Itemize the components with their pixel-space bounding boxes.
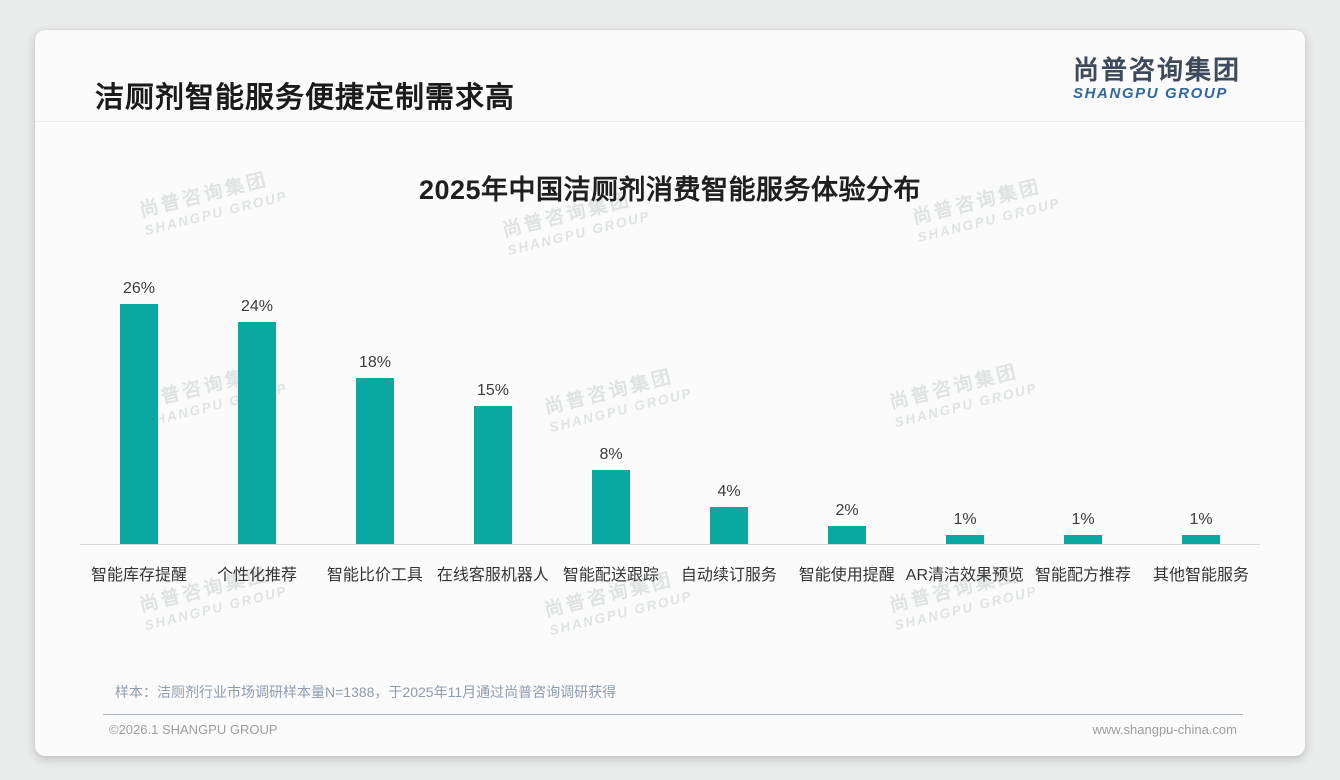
watermark-en-text: SHANGPU GROUP (892, 582, 1040, 634)
bar-value-label: 8% (599, 446, 623, 463)
logo-cn-text: 尚普咨询集团 (1072, 55, 1241, 85)
bar-column: 24% (198, 298, 316, 544)
bar-column: 8% (552, 446, 670, 544)
bar-value-label: 4% (717, 483, 741, 500)
bar-value-label: 1% (1071, 511, 1095, 528)
copyright-text: ©2026.1 SHANGPU GROUP (109, 722, 278, 737)
bar (1182, 535, 1220, 544)
category-label: 自动续订服务 (680, 567, 777, 584)
watermark-en-text: SHANGPU GROUP (547, 587, 695, 639)
bar-column: 4% (670, 483, 788, 544)
category-label: AR清洁效果预览 (905, 567, 1025, 584)
bar-value-label: 1% (953, 511, 977, 528)
bar (474, 406, 512, 544)
category-label: 智能比价工具 (326, 567, 423, 584)
chart-title: 2025年中国洁厕剂消费智能服务体验分布 (418, 175, 922, 205)
company-logo: 尚普咨询集团 SHANGPU GROUP (1073, 56, 1241, 102)
page-title: 洁厕剂智能服务便捷定制需求高 (95, 82, 516, 114)
bar (1064, 535, 1102, 544)
category-label: 在线客服机器人 (436, 567, 549, 584)
bar-column: 1% (906, 511, 1024, 544)
bar-column: 1% (1024, 511, 1142, 544)
bar-value-label: 26% (122, 280, 156, 297)
bar (238, 322, 276, 544)
bar-column: 15% (434, 382, 552, 544)
website-url: www.shangpu-china.com (1092, 722, 1237, 737)
bar-column: 26% (80, 280, 198, 544)
sample-note: 样本：洁厕剂行业市场调研样本量N=1388，于2025年11月通过尚普咨询调研获… (115, 684, 617, 700)
bar-plot: 26% 24% 18% 15% 8% 4% 2% 1% 1% 1% (80, 207, 1260, 545)
logo-en-text: SHANGPU GROUP (1072, 84, 1228, 102)
category-label: 其他智能服务 (1152, 567, 1249, 584)
bar-value-label: 1% (1189, 511, 1213, 528)
bar (946, 535, 984, 544)
bar-value-label: 18% (358, 354, 392, 371)
bar-column: 18% (316, 354, 434, 544)
bar-column: 2% (788, 502, 906, 544)
bar (710, 507, 748, 544)
category-label: 智能库存提醒 (90, 567, 187, 584)
bar (120, 304, 158, 544)
category-label: 智能使用提醒 (798, 567, 895, 584)
category-label: 个性化推荐 (216, 567, 297, 584)
slide-footer: ©2026.1 SHANGPU GROUP www.shangpu-china.… (103, 714, 1243, 737)
bar-value-label: 24% (240, 298, 274, 315)
bar-value-label: 2% (835, 502, 859, 519)
watermark-en-text: SHANGPU GROUP (142, 582, 290, 634)
bar (356, 378, 394, 544)
bar-chart: 2025年中国洁厕剂消费智能服务体验分布 26% 24% 18% 15% 8% 4% 2% 1… (35, 168, 1305, 585)
slide-header: 洁厕剂智能服务便捷定制需求高 尚普咨询集团 SHANGPU GROUP (35, 30, 1305, 122)
slide-card: 尚普咨询集团 SHANGPU GROUP 尚普咨询集团 SHANGPU GROU… (35, 30, 1305, 756)
category-label: 智能配方推荐 (1034, 567, 1131, 584)
category-row: 智能库存提醒 个性化推荐 智能比价工具 在线客服机器人 智能配送跟踪 自动续订服务 智能使用… (80, 545, 1260, 585)
bar-value-label: 15% (476, 382, 510, 399)
category-label: 智能配送跟踪 (562, 567, 659, 584)
bar (592, 470, 630, 544)
bar (828, 526, 866, 544)
bar-column: 1% (1142, 511, 1260, 544)
